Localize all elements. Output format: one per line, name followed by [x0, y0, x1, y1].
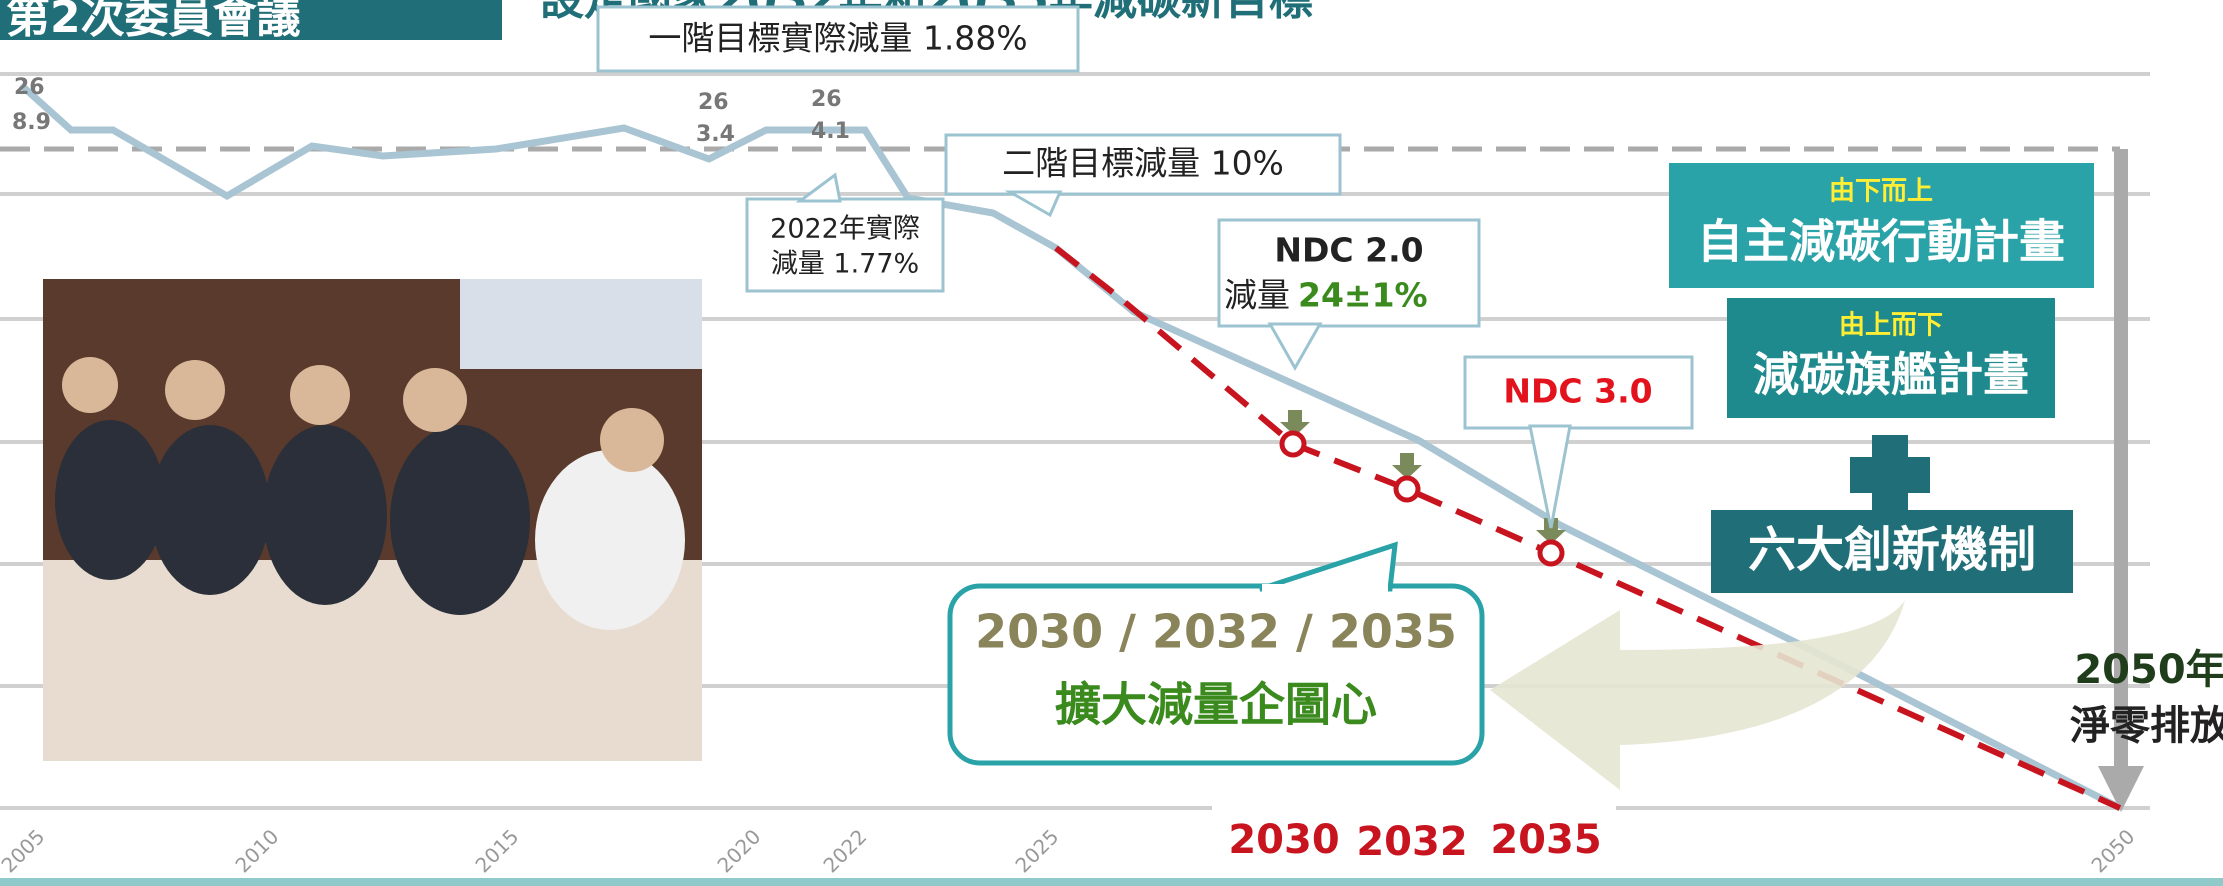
label: 26 — [811, 87, 842, 112]
goal-bar — [2114, 149, 2128, 769]
label: 26 — [698, 90, 729, 115]
x-tick-label: 2050 — [2086, 824, 2139, 877]
target-points — [1279, 430, 1565, 567]
x-ticks: 2005 2010 2015 2020 2022 2025 2050 — [0, 824, 2139, 877]
markers — [1280, 410, 1566, 544]
plans: 由下而上 自主減碳行動計畫 由上而下 減碳旗艦計畫 六大創新機制 — [1669, 163, 2094, 593]
year-band — [1212, 801, 1616, 886]
target-year: 2032 — [1356, 819, 1467, 865]
label: 3.4 — [696, 122, 735, 147]
ambition-text: 擴大減量企圖心 — [1055, 678, 1377, 732]
callouts: 一階目標實際減量 1.88% 二階目標減量 10% 2022年實際 減量 1.7… — [596, 5, 1694, 529]
big-arrow — [1490, 600, 1905, 790]
label: 8.9 — [12, 110, 51, 135]
callout-text: 減量 — [1224, 276, 1290, 315]
callout-title: NDC 3.0 — [1503, 372, 1652, 411]
badge — [0, 0, 502, 40]
ambition-years: 2030 / 2032 / 2035 — [975, 605, 1457, 659]
x-tick-label: 2015 — [470, 824, 523, 877]
emission-line — [18, 82, 2122, 812]
footer-strip — [0, 878, 2223, 886]
x-tick-label: 2025 — [1010, 824, 1063, 877]
goal-arrow — [2098, 766, 2144, 812]
label: 4.1 — [811, 119, 850, 144]
callout-text: 減量 1.77% — [771, 249, 919, 280]
plan-name: 減碳旗艦計畫 — [1753, 348, 2029, 402]
target-line — [1054, 245, 2122, 811]
target-years: 2030 2032 2035 — [1228, 817, 1601, 865]
callout-text: 2022年實際 — [770, 214, 920, 245]
plan-tag: 由上而下 — [1839, 311, 1943, 341]
x-tick-label: 2010 — [230, 824, 283, 877]
callout-title: NDC 2.0 — [1274, 231, 1423, 270]
badge-text: 第2次委員會議 — [6, 0, 301, 43]
goal-text: 2050年 — [2074, 647, 2223, 693]
callout-value: 24±1% — [1298, 276, 1428, 315]
target-year: 2030 — [1228, 817, 1339, 863]
x-tick-label: 2022 — [818, 824, 871, 877]
goal: 2050年 淨零排放 — [2070, 647, 2223, 749]
photo — [43, 279, 702, 761]
label: 26 — [14, 75, 45, 100]
target-year: 2035 — [1490, 817, 1601, 863]
plan-name: 六大創新機制 — [1748, 522, 2036, 578]
callout-text: 一階目標實際減量 1.88% — [648, 19, 1027, 58]
ambition: 2030 / 2032 / 2035 擴大減量企圖心 — [947, 541, 1485, 766]
plan-name: 自主減碳行動計畫 — [1697, 215, 2065, 269]
goal-text: 淨零排放 — [2070, 703, 2223, 749]
x-tick-label: 2020 — [712, 824, 765, 877]
x-tick-label: 2005 — [0, 824, 49, 877]
plan-tag: 由下而上 — [1829, 177, 1933, 207]
callout-text: 二階目標減量 10% — [1002, 144, 1284, 183]
point-labels: 26 8.9 26 3.4 26 4.1 — [12, 75, 850, 147]
